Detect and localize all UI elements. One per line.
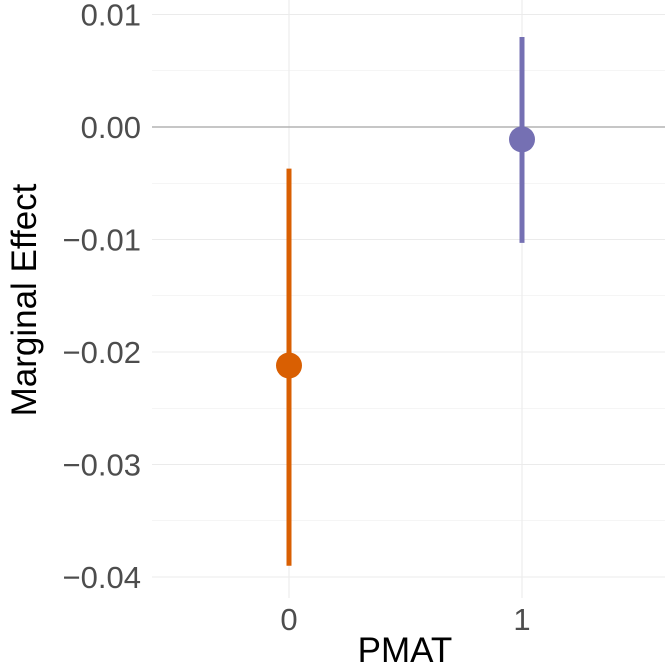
y-tick-label: −0.02 (63, 335, 141, 370)
y-tick-label: 0.00 (81, 110, 141, 145)
y-tick-label: −0.03 (63, 448, 141, 483)
grid-layer (152, 0, 665, 598)
point-estimate-1 (509, 126, 535, 153)
x-tick-label: 0 (280, 602, 297, 637)
y-tick-label: 0.01 (81, 0, 141, 33)
y-axis-title: Marginal Effect (5, 183, 44, 416)
marks-layer (276, 37, 535, 566)
y-tick-labels: 0.01 0.00 −0.01 −0.02 −0.03 −0.04 (63, 0, 141, 595)
x-tick-label: 1 (513, 602, 530, 637)
y-tick-label: −0.04 (63, 560, 141, 595)
x-axis-title: PMAT (358, 631, 453, 668)
point-estimate-0 (276, 352, 302, 379)
y-tick-label: −0.01 (63, 223, 141, 258)
